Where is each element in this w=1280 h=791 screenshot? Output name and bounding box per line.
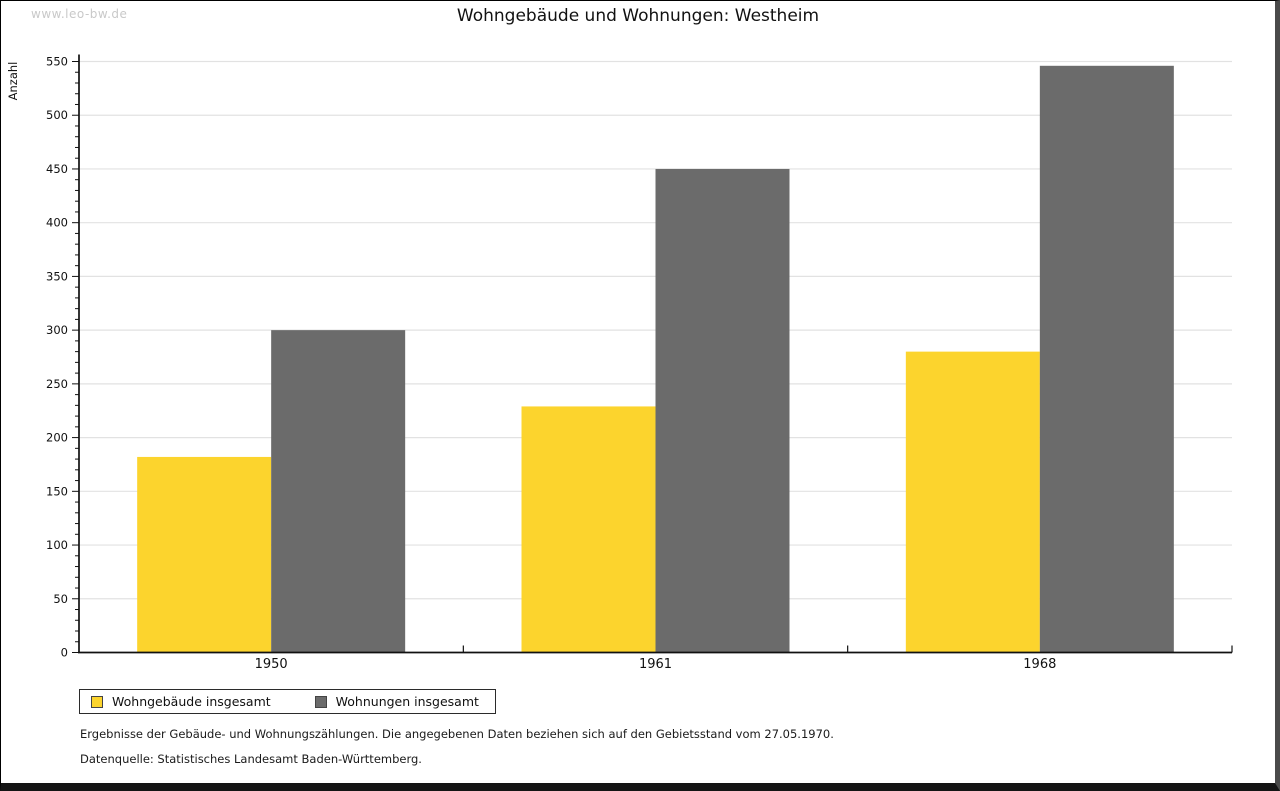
footer-source: Datenquelle: Statistisches Landesamt Bad… xyxy=(80,752,422,766)
y-tick-label: 100 xyxy=(46,538,68,552)
y-tick-label: 300 xyxy=(46,323,68,337)
y-tick-label: 450 xyxy=(46,162,68,176)
x-category-label: 1950 xyxy=(255,657,288,672)
legend-label: Wohngebäude insgesamt xyxy=(112,694,271,709)
legend-swatch-gray xyxy=(314,695,327,708)
y-tick-label: 150 xyxy=(46,484,68,498)
bar-wohnungen-1968 xyxy=(1039,65,1174,653)
legend-swatch-yellow xyxy=(91,695,103,708)
y-tick-label: 0 xyxy=(61,646,68,660)
bar-wohngebaeude-1961 xyxy=(521,406,656,653)
legend-entry-wohnungen: Wohnungen insgesamt xyxy=(314,694,479,709)
watermark: www.leo-bw.de xyxy=(31,7,128,21)
y-tick-label: 400 xyxy=(46,216,68,230)
y-tick-label: 350 xyxy=(46,269,68,283)
legend-label: Wohnungen insgesamt xyxy=(335,694,479,709)
x-category-label: 1961 xyxy=(639,657,672,672)
y-tick-label: 200 xyxy=(46,431,68,445)
y-tick-label: 500 xyxy=(46,108,68,122)
legend-entry-wohngebaeude: Wohngebäude insgesamt xyxy=(91,694,271,709)
y-tick-label: 250 xyxy=(46,377,68,391)
y-tick-label: 550 xyxy=(46,55,68,69)
y-tick-label: 50 xyxy=(53,592,68,606)
footer-note: Ergebnisse der Gebäude- und Wohnungszähl… xyxy=(80,727,834,741)
bar-wohnungen-1961 xyxy=(655,168,790,653)
x-category-label: 1968 xyxy=(1023,657,1056,672)
legend: Wohngebäude insgesamt Wohnungen insgesam… xyxy=(79,689,496,714)
y-axis-title: Anzahl xyxy=(6,62,20,101)
bar-wohnungen-1950 xyxy=(271,330,406,653)
bar-wohngebaeude-1950 xyxy=(137,456,272,653)
chart-title: Wohngebäude und Wohnungen: Westheim xyxy=(456,6,820,26)
bar-chart: 0 50 100 150 200 250 300 350 400 450 500 550 1950 196… xyxy=(6,54,1233,672)
bar-wohngebaeude-1968 xyxy=(905,351,1040,653)
